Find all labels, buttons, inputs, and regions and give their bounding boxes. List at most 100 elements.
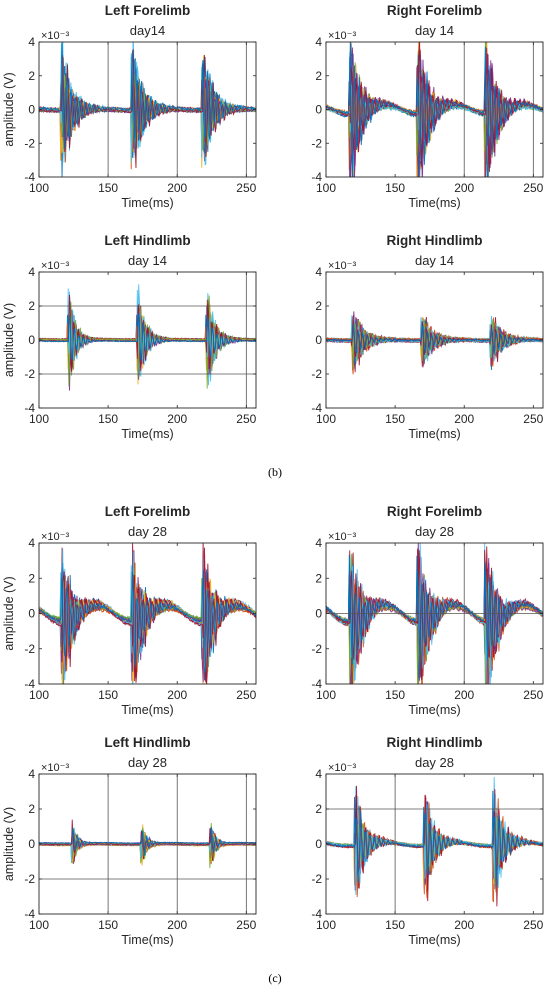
panel-title: Right Hindlimb xyxy=(387,735,483,750)
axis-exponent: ×10⁻³ xyxy=(328,30,356,42)
y-tick-label: 2 xyxy=(315,571,322,585)
y-tick-label: -4 xyxy=(24,907,35,921)
x-tick-label: 200 xyxy=(167,918,187,932)
x-tick-label: 150 xyxy=(385,412,405,426)
x-tick-label: 150 xyxy=(98,412,118,426)
x-tick-label: 150 xyxy=(98,688,118,702)
axis-exponent: ×10⁻³ xyxy=(41,260,69,272)
y-tick-label: -2 xyxy=(311,642,322,656)
series-trace xyxy=(39,313,256,361)
y-tick-label: -2 xyxy=(311,872,322,886)
y-tick-label: 4 xyxy=(315,767,322,781)
x-tick-label: 100 xyxy=(316,918,336,932)
x-tick-label: 100 xyxy=(29,918,49,932)
y-tick-label: -2 xyxy=(311,136,322,150)
y-tick-label: 0 xyxy=(28,837,35,851)
x-tick-label: 200 xyxy=(167,181,187,195)
panel-2: 100 150 200 250 -4 -2 0 2 4 ×10⁻³ Right Forelimb da… xyxy=(311,3,543,210)
x-tick-label: 100 xyxy=(316,412,336,426)
panel-4: 100 150 200 250 -4 -2 0 2 4 ×10⁻³ Right Hindlimb da… xyxy=(311,233,543,441)
panel-title: Left Forelimb xyxy=(105,3,191,18)
x-tick-label: 250 xyxy=(523,688,543,702)
y-tick-label: -2 xyxy=(311,367,322,381)
y-tick-label: -4 xyxy=(311,170,322,184)
y-tick-label: 0 xyxy=(315,607,322,621)
x-axis-label: Time(ms) xyxy=(408,703,460,717)
panel-8: 100 150 200 250 -4 -2 0 2 4 ×10⁻³ Right Hindlimb da… xyxy=(311,735,543,947)
y-tick-label: 4 xyxy=(315,265,322,279)
x-tick-label: 200 xyxy=(454,918,474,932)
axis-exponent: ×10⁻³ xyxy=(41,30,69,42)
y-tick-label: 0 xyxy=(28,607,35,621)
y-tick-label: 2 xyxy=(28,69,35,83)
y-tick-label: -2 xyxy=(24,642,35,656)
x-axis-label: Time(ms) xyxy=(408,196,460,210)
y-tick-label: 0 xyxy=(315,837,322,851)
x-axis-label: Time(ms) xyxy=(121,427,173,441)
x-tick-label: 100 xyxy=(29,412,49,426)
y-tick-label: 4 xyxy=(28,265,35,279)
x-tick-label: 250 xyxy=(523,918,543,932)
x-axis-label: Time(ms) xyxy=(408,933,460,947)
series-trace xyxy=(39,295,256,389)
x-tick-label: 150 xyxy=(98,181,118,195)
y-tick-label: 2 xyxy=(315,802,322,816)
x-tick-label: 150 xyxy=(385,181,405,195)
x-axis-label: Time(ms) xyxy=(121,196,173,210)
x-tick-label: 250 xyxy=(236,181,256,195)
y-tick-label: 2 xyxy=(28,299,35,313)
traces xyxy=(39,819,256,869)
x-axis-label: Time(ms) xyxy=(408,427,460,441)
y-tick-label: -4 xyxy=(24,170,35,184)
x-tick-label: 100 xyxy=(29,181,49,195)
traces xyxy=(39,284,256,391)
panel-3: 100 150 200 250 -4 -2 0 2 4 ×10⁻³ Left Hindlimb day… xyxy=(2,233,257,441)
axis-exponent: ×10⁻³ xyxy=(41,762,69,774)
y-tick-label: 2 xyxy=(28,802,35,816)
panel-subtitle: day 28 xyxy=(128,755,167,770)
y-tick-label: 4 xyxy=(28,767,35,781)
series-trace xyxy=(326,810,543,887)
traces xyxy=(326,776,543,907)
y-tick-label: -4 xyxy=(311,907,322,921)
x-tick-label: 200 xyxy=(167,688,187,702)
x-tick-label: 150 xyxy=(385,688,405,702)
panel-6: 100 150 200 250 -4 -2 0 2 4 ×10⁻³ Right Forelimb da… xyxy=(311,504,543,717)
section-label: (b) xyxy=(268,465,282,479)
axis-exponent: ×10⁻³ xyxy=(328,531,356,543)
x-tick-label: 250 xyxy=(236,918,256,932)
y-tick-label: 4 xyxy=(28,536,35,550)
panel-subtitle: day 28 xyxy=(128,524,167,539)
x-axis-label: Time(ms) xyxy=(121,933,173,947)
y-tick-label: 0 xyxy=(315,103,322,117)
y-axis-label: amplitude (V) xyxy=(2,807,16,881)
x-tick-label: 250 xyxy=(523,181,543,195)
y-axis-label: amplitude (V) xyxy=(2,303,16,377)
x-tick-label: 200 xyxy=(167,412,187,426)
panel-subtitle: day 28 xyxy=(415,524,454,539)
traces xyxy=(39,42,256,177)
axis-exponent: ×10⁻³ xyxy=(328,762,356,774)
x-tick-label: 150 xyxy=(385,918,405,932)
panel-subtitle: day14 xyxy=(130,23,165,38)
traces xyxy=(326,311,543,375)
y-tick-label: 4 xyxy=(315,35,322,49)
y-tick-label: 0 xyxy=(28,333,35,347)
y-tick-label: -2 xyxy=(24,136,35,150)
panel-title: Right Forelimb xyxy=(387,3,482,18)
panel-7: 100 150 200 250 -4 -2 0 2 4 ×10⁻³ Left Hindlimb day… xyxy=(2,735,257,947)
y-tick-label: -4 xyxy=(311,677,322,691)
y-tick-label: 4 xyxy=(315,536,322,550)
series-trace xyxy=(326,46,543,152)
x-tick-label: 250 xyxy=(523,412,543,426)
series-trace xyxy=(39,563,256,673)
panel-5: 100 150 200 250 -4 -2 0 2 4 ×10⁻³ Left Forelimb day… xyxy=(2,504,257,717)
series-trace xyxy=(326,323,543,355)
series-trace xyxy=(39,42,256,150)
y-tick-label: -4 xyxy=(24,401,35,415)
traces xyxy=(326,543,543,684)
traces xyxy=(39,543,256,684)
panel-subtitle: day 14 xyxy=(128,253,167,268)
series-trace xyxy=(326,555,543,681)
